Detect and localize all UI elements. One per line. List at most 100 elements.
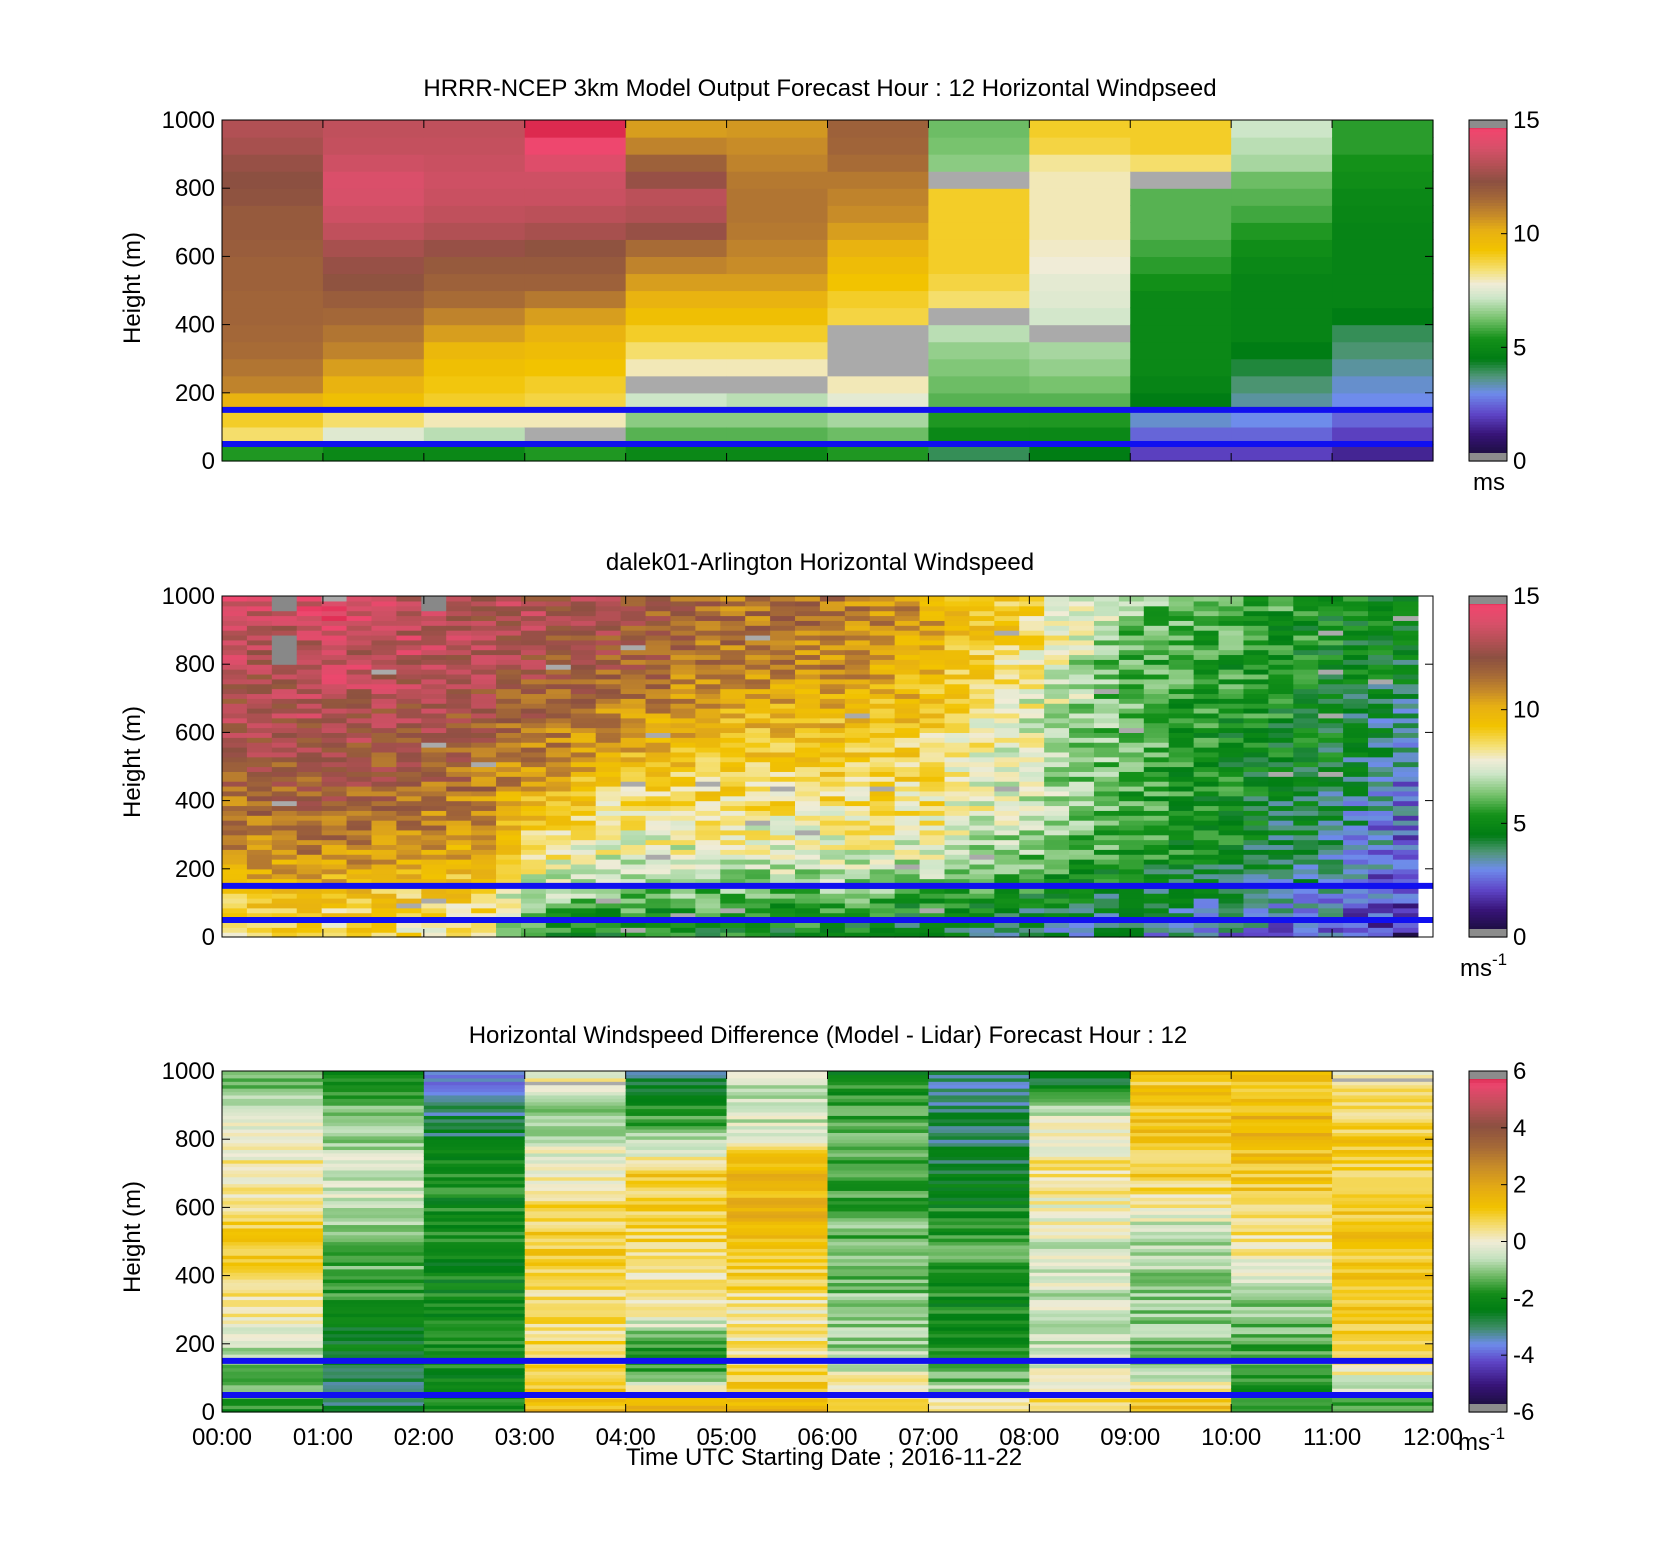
- heatmap-cell: [1029, 1306, 1131, 1311]
- heatmap-cell: [625, 1139, 728, 1144]
- heatmap-cell: [423, 1214, 526, 1219]
- heatmap-cell: [520, 742, 547, 748]
- heatmap-cell: [795, 820, 821, 826]
- heatmap-cell: [919, 610, 946, 617]
- heatmap-cell: [1118, 893, 1145, 899]
- heatmap-cell: [770, 824, 796, 831]
- heatmap-cell: [246, 630, 273, 636]
- heatmap-cell: [1231, 1330, 1333, 1335]
- heatmap-cell: [1044, 732, 1070, 738]
- heatmap-cell: [421, 742, 447, 748]
- heatmap-cell: [919, 751, 946, 758]
- heatmap-cell: [1368, 795, 1394, 802]
- heatmap-cell: [894, 727, 921, 733]
- heatmap-cell: [570, 805, 597, 811]
- colorbar-segment: [1469, 726, 1507, 731]
- heatmap-cell: [994, 756, 1020, 763]
- heatmap-cell: [928, 443, 1030, 462]
- heatmap-cell: [595, 688, 622, 695]
- heatmap-cell: [620, 912, 647, 919]
- heatmap-cell: [625, 1364, 728, 1369]
- heatmap-cell: [1093, 600, 1120, 607]
- heatmap-cell: [423, 1350, 526, 1355]
- heatmap-cell: [296, 776, 323, 782]
- heatmap-cell: [1044, 893, 1070, 899]
- heatmap-cell: [944, 659, 971, 665]
- heatmap-cell: [745, 605, 771, 612]
- heatmap-cell: [246, 649, 273, 656]
- heatmap-cell: [745, 639, 771, 646]
- heatmap-cell: [770, 878, 796, 885]
- heatmap-cell: [524, 358, 627, 377]
- heatmap-cell: [396, 659, 422, 665]
- heatmap-cell: [969, 800, 995, 807]
- heatmap-cell: [421, 898, 447, 904]
- heatmap-cell: [1268, 698, 1294, 704]
- heatmap-cell: [726, 1258, 829, 1263]
- heatmap-cell: [625, 1173, 728, 1178]
- heatmap-cell: [1029, 1238, 1131, 1243]
- heatmap-cell: [869, 664, 896, 670]
- heatmap-cell: [423, 1125, 526, 1130]
- heatmap-cell: [625, 1374, 728, 1379]
- heatmap-cell: [1168, 820, 1195, 826]
- heatmap-cell: [894, 605, 921, 612]
- heatmap-cell: [1093, 727, 1120, 733]
- heatmap-cell: [819, 747, 846, 753]
- heatmap-cell: [1392, 649, 1419, 656]
- heatmap-cell: [396, 907, 422, 914]
- heatmap-cell: [1130, 1098, 1232, 1103]
- heatmap-cell: [1029, 1309, 1131, 1314]
- heatmap-cell: [496, 815, 522, 821]
- heatmap-cell: [1231, 443, 1333, 462]
- heatmap-cell: [222, 1207, 324, 1212]
- heatmap-cell: [795, 907, 821, 914]
- heatmap-cell: [570, 712, 597, 719]
- heatmap-cell: [321, 688, 348, 695]
- heatmap-cell: [1193, 761, 1220, 768]
- heatmap-cell: [1069, 756, 1095, 763]
- heatmap-cell: [745, 620, 771, 626]
- heatmap-cell: [520, 824, 547, 831]
- colorbar-segment: [1469, 760, 1507, 765]
- heatmap-cell: [1218, 873, 1245, 880]
- heatmap-cell: [545, 683, 572, 690]
- heatmap-cell: [423, 1282, 526, 1287]
- heatmap-cell: [322, 1371, 425, 1376]
- heatmap-cell: [1343, 863, 1369, 870]
- heatmap-cell: [695, 659, 721, 665]
- heatmap-cell: [1168, 844, 1195, 850]
- colorbar-segment: [1469, 421, 1507, 425]
- heatmap-cell: [520, 868, 547, 875]
- heatmap-cell: [1368, 790, 1394, 797]
- heatmap-cell: [1069, 815, 1095, 821]
- heatmap-cell: [524, 1371, 627, 1376]
- heatmap-cell: [371, 888, 397, 894]
- heatmap-cell: [819, 893, 846, 899]
- heatmap-cell: [322, 1306, 425, 1311]
- heatmap-cell: [423, 1122, 526, 1127]
- heatmap-cell: [1029, 1221, 1131, 1226]
- heatmap-cell: [1231, 1364, 1333, 1369]
- heatmap-cell: [423, 1163, 526, 1168]
- heatmap-cell: [1143, 630, 1170, 636]
- heatmap-cell: [726, 1132, 829, 1137]
- heatmap-cell: [625, 1231, 728, 1236]
- colorbar-segment: [1469, 883, 1507, 887]
- heatmap-cell: [423, 1371, 526, 1376]
- heatmap-cell: [928, 1227, 1030, 1232]
- heatmap-cell: [1231, 1377, 1333, 1382]
- heatmap-cell: [1293, 703, 1319, 709]
- colorbar-segment: [1469, 919, 1507, 924]
- colorbar-segment: [1469, 335, 1507, 340]
- heatmap-cell: [1130, 290, 1232, 309]
- heatmap-cell: [795, 678, 821, 685]
- heatmap-cell: [969, 756, 995, 763]
- heatmap-cell: [1093, 912, 1120, 919]
- heatmap-cell: [919, 922, 946, 928]
- heatmap-cell: [944, 596, 971, 602]
- heatmap-cell: [1029, 1364, 1131, 1369]
- heatmap-cell: [296, 727, 323, 733]
- heatmap-cell: [844, 615, 871, 621]
- heatmap-cell: [695, 790, 721, 797]
